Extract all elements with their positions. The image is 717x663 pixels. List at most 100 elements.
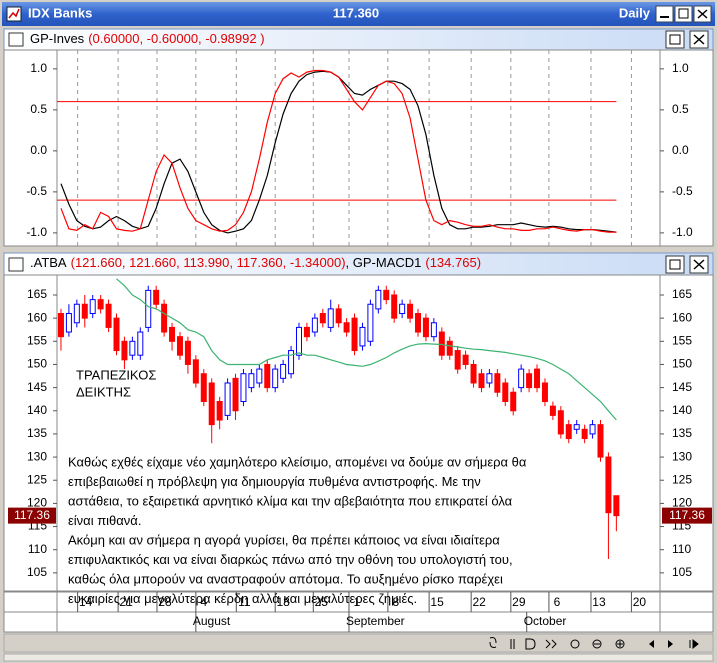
x-tick-label: 14 bbox=[79, 595, 93, 609]
y-tick-label: 125 bbox=[672, 472, 692, 486]
day-icon[interactable] bbox=[525, 638, 536, 650]
candle-body bbox=[478, 373, 485, 389]
window-price: 117.360 bbox=[333, 5, 379, 20]
annotation-line: Ακόμη και αν σήμερα η αγορά γυρίσει, θα … bbox=[68, 532, 500, 547]
zoom-out-icon[interactable] bbox=[592, 639, 602, 649]
candle-body bbox=[113, 317, 120, 352]
minimize-button[interactable] bbox=[655, 5, 674, 23]
window-title: IDX Banks bbox=[28, 5, 92, 20]
y-tick-label: 140 bbox=[672, 403, 692, 417]
y-tick-label: 105 bbox=[27, 565, 47, 579]
y-tick-label: 1.0 bbox=[30, 61, 47, 75]
candle-body bbox=[597, 424, 604, 458]
pane-maximize[interactable] bbox=[665, 255, 685, 274]
y-tick-label: 0.5 bbox=[672, 102, 689, 116]
candle-body bbox=[303, 326, 310, 338]
pane-symbol: .ATBA bbox=[30, 255, 67, 270]
annotation-line: επιφυλακτικός και να είναι διαρκώς πάνω … bbox=[68, 552, 513, 567]
y-tick-label: 160 bbox=[672, 310, 692, 324]
y-tick-label: 155 bbox=[672, 333, 692, 347]
candle-body bbox=[502, 382, 509, 403]
pane-indicator: , GP-MACD1 bbox=[346, 255, 422, 270]
y-tick-label: 150 bbox=[27, 357, 47, 371]
annotation-note: Καθώς εχθές είχαμε νέο χαμηλότερο κλείσι… bbox=[68, 454, 527, 606]
candle-body bbox=[541, 382, 548, 403]
y-tick-label: 110 bbox=[28, 542, 47, 556]
annotation-line: Καθώς εχθές είχαμε νέο χαμηλότερο κλείσι… bbox=[68, 454, 527, 469]
candle-body bbox=[327, 308, 334, 328]
pane-body bbox=[3, 49, 714, 247]
y-tick-label: 155 bbox=[27, 333, 47, 347]
candle-body bbox=[391, 294, 398, 319]
y-tick-label: 130 bbox=[27, 449, 47, 463]
zoom-in-icon[interactable] bbox=[615, 639, 625, 649]
candle-body bbox=[89, 299, 96, 315]
candle-body bbox=[351, 317, 358, 352]
y-tick-label: 105 bbox=[672, 565, 692, 579]
candle-body bbox=[311, 317, 318, 333]
scroll-left-icon[interactable] bbox=[649, 640, 654, 648]
candle-body bbox=[153, 289, 160, 305]
candle-body bbox=[510, 391, 517, 412]
y-tick-label: 140 bbox=[27, 403, 47, 417]
y-tick-label: 135 bbox=[672, 426, 692, 440]
y-tick-label: 0.0 bbox=[30, 143, 47, 157]
zoom-in-glyph bbox=[617, 641, 623, 647]
scrollbar[interactable] bbox=[3, 653, 714, 662]
y-tick-label: 120 bbox=[27, 496, 47, 510]
oscillator-plot bbox=[57, 50, 632, 246]
pane-close-glyph bbox=[693, 34, 705, 45]
x-tick-label: 8 bbox=[393, 595, 400, 609]
moving-average-line bbox=[116, 278, 617, 421]
candle-body bbox=[161, 303, 168, 333]
x-tick-label: 6 bbox=[554, 595, 561, 609]
scroll-end-icon[interactable] bbox=[545, 639, 557, 649]
candle-body bbox=[224, 382, 231, 416]
x-tick-label: 4 bbox=[201, 595, 208, 609]
axes: 1.0 1.0 0.5 0.5 0.0 0.0 -0.5 -0.5 -1.0 -1.0 105 105… bbox=[8, 61, 712, 632]
candle-body bbox=[462, 354, 469, 365]
candle-body bbox=[565, 424, 572, 440]
y-tick-label: 165 bbox=[27, 287, 47, 301]
x-tick-label: 29 bbox=[512, 595, 526, 609]
candle-body bbox=[288, 350, 295, 375]
candle-body bbox=[121, 340, 128, 361]
close-glyph bbox=[697, 9, 708, 19]
title-bar bbox=[2, 2, 715, 26]
y-tick-label: 145 bbox=[27, 380, 47, 394]
zoom-fit-icon[interactable] bbox=[570, 639, 580, 649]
y-tick-label: 160 bbox=[27, 310, 47, 324]
pane-close-glyph bbox=[693, 259, 705, 270]
y-tick-label: 125 bbox=[27, 472, 47, 486]
candle-body bbox=[486, 373, 493, 384]
scroll-right-icon[interactable] bbox=[668, 640, 673, 648]
candle-body bbox=[581, 428, 588, 440]
candle-body bbox=[430, 322, 437, 338]
price-plot bbox=[57, 278, 620, 559]
x-tick-label: 21 bbox=[119, 595, 133, 609]
y-tick-label: -0.5 bbox=[26, 184, 47, 198]
price-badge bbox=[662, 507, 712, 524]
y-tick-label: -1.0 bbox=[26, 225, 47, 239]
candle-body bbox=[105, 303, 112, 328]
maximize-button[interactable] bbox=[674, 5, 693, 23]
candle-body bbox=[383, 289, 390, 301]
zoom-reset-icon[interactable] bbox=[510, 639, 515, 649]
y-tick-label: 145 bbox=[672, 380, 692, 394]
refresh-icon[interactable] bbox=[489, 637, 497, 648]
oscillator-line bbox=[60, 69, 617, 233]
x-tick-label: 25 bbox=[315, 595, 329, 609]
candle-body bbox=[526, 373, 533, 389]
candle-body bbox=[248, 373, 255, 389]
annotation-line: καθώς όλα μπορούν να αναστραφούν απότομα… bbox=[68, 571, 503, 586]
candle-body bbox=[415, 313, 422, 333]
app-icon-glyph bbox=[8, 8, 20, 19]
pane-maximize[interactable] bbox=[665, 30, 685, 49]
candle-body bbox=[557, 410, 564, 435]
scroll-start-icon[interactable] bbox=[689, 638, 699, 650]
candle-body bbox=[454, 350, 461, 370]
candle-body bbox=[272, 368, 279, 389]
candle-body bbox=[65, 313, 72, 333]
x-tick-label: 20 bbox=[633, 595, 647, 609]
candle-body bbox=[232, 377, 239, 412]
